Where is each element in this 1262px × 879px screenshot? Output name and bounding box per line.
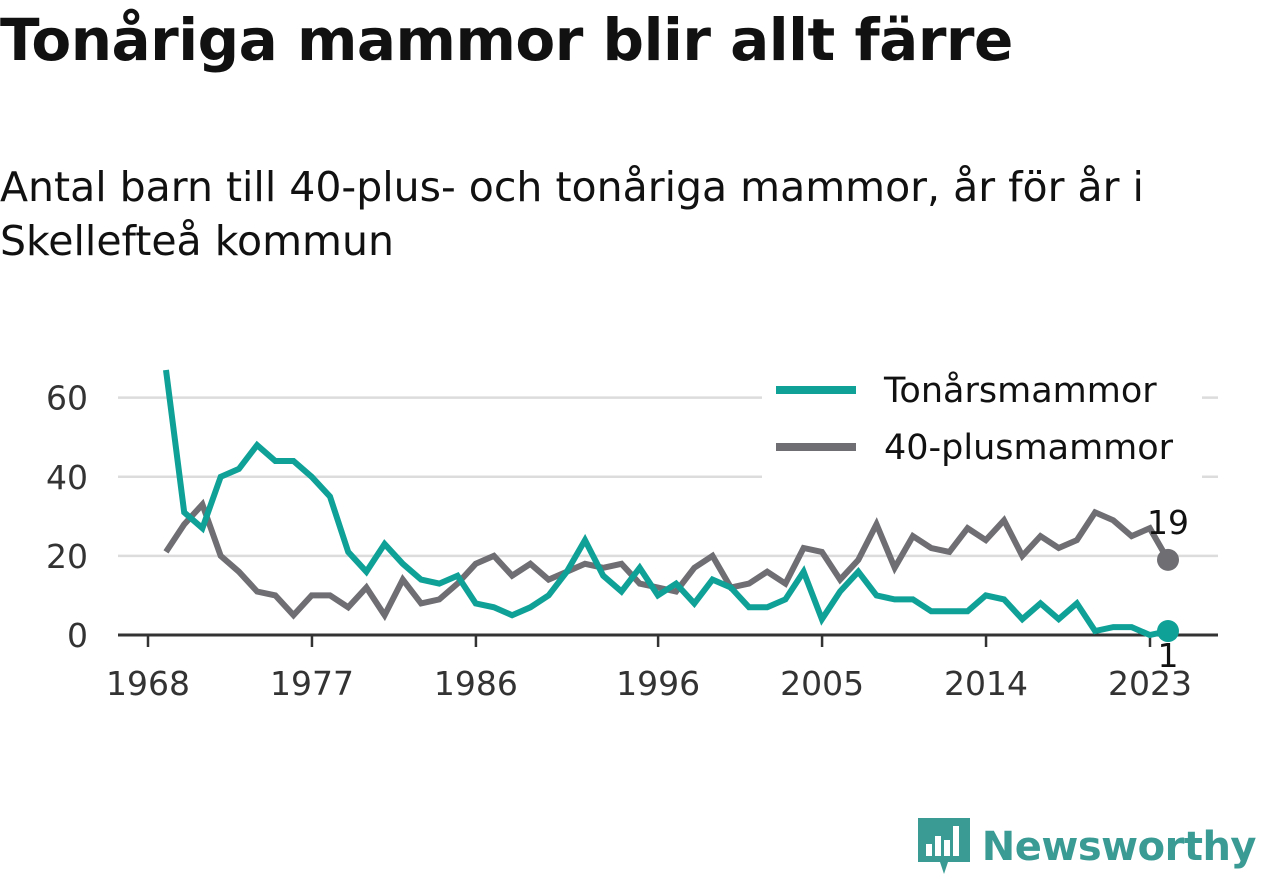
legend-background [762, 364, 1202, 480]
end-label-forty: 19 [1147, 503, 1189, 542]
end-point-forty [1157, 548, 1179, 571]
end-point-teen [1157, 620, 1179, 643]
legend-label: Tonårsmammor [883, 370, 1157, 411]
y-tick-label: 0 [67, 616, 88, 655]
series [163, 369, 1179, 643]
newsworthy-logo: Newsworthy [917, 818, 1257, 875]
x-tick-label: 1986 [434, 664, 518, 703]
newsworthy-logo-text: Newsworthy [981, 824, 1257, 870]
y-tick-label: 60 [46, 379, 88, 418]
series-line-forty [163, 498, 1171, 622]
x-tick-label: 2005 [780, 664, 864, 703]
chart-title: Tonåriga mammor blir allt färre [0, 6, 1013, 74]
legend: Tonårsmammor 40-plusmammor [762, 364, 1202, 480]
series-line-teen [163, 369, 1169, 639]
y-tick-label: 40 [46, 458, 88, 497]
axes: 0 20 40 60 1968 1977 1986 1996 2005 2014 2023 [46, 379, 1218, 703]
y-tick-label: 20 [46, 537, 88, 576]
chart-subtitle: Antal barn till 40-plus- och tonåriga ma… [0, 163, 1144, 265]
legend-label: 40-plusmammor [884, 428, 1174, 468]
x-tick-label: 1977 [270, 664, 354, 703]
newsworthy-logo-icon [917, 818, 970, 874]
end-label-teen: 1 [1158, 636, 1179, 675]
x-tick-label: 2014 [944, 664, 1028, 703]
x-tick-label: 1968 [106, 664, 190, 703]
end-labels: 1 19 [1147, 503, 1189, 675]
x-tick-label: 2023 [1108, 664, 1192, 703]
x-tick-label: 1996 [616, 664, 700, 703]
